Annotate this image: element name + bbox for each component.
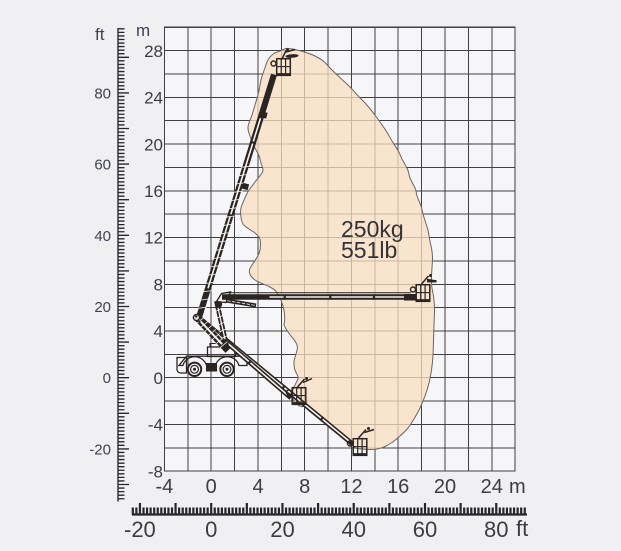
svg-text:ft: ft xyxy=(516,516,528,541)
svg-text:250kg: 250kg xyxy=(341,216,404,242)
svg-text:8: 8 xyxy=(154,276,163,295)
svg-text:80: 80 xyxy=(94,85,111,102)
svg-text:12: 12 xyxy=(340,476,362,498)
svg-text:28: 28 xyxy=(144,42,163,61)
svg-text:m: m xyxy=(136,21,150,40)
svg-text:80: 80 xyxy=(484,517,508,542)
svg-text:20: 20 xyxy=(434,476,456,498)
svg-text:-8: -8 xyxy=(148,462,163,481)
svg-text:4: 4 xyxy=(154,322,163,341)
svg-text:24: 24 xyxy=(144,89,163,108)
svg-text:-20: -20 xyxy=(124,517,156,542)
svg-text:16: 16 xyxy=(387,476,409,498)
svg-text:60: 60 xyxy=(94,157,111,174)
svg-text:8: 8 xyxy=(299,476,310,498)
svg-text:m: m xyxy=(509,476,526,498)
svg-text:20: 20 xyxy=(144,135,163,154)
svg-text:0: 0 xyxy=(103,370,111,387)
svg-text:20: 20 xyxy=(94,299,111,316)
svg-text:551lb: 551lb xyxy=(341,237,397,263)
svg-text:-20: -20 xyxy=(89,441,111,458)
svg-text:0: 0 xyxy=(154,369,163,388)
svg-text:12: 12 xyxy=(144,229,163,248)
svg-text:60: 60 xyxy=(413,517,437,542)
svg-text:0: 0 xyxy=(205,517,217,542)
svg-text:16: 16 xyxy=(144,182,163,201)
svg-text:20: 20 xyxy=(270,517,294,542)
svg-text:0: 0 xyxy=(206,476,217,498)
svg-text:40: 40 xyxy=(94,228,111,245)
svg-text:4: 4 xyxy=(252,476,263,498)
svg-text:-4: -4 xyxy=(148,416,163,435)
svg-text:24: 24 xyxy=(481,476,503,498)
svg-text:40: 40 xyxy=(341,517,365,542)
svg-text:-4: -4 xyxy=(156,476,174,498)
svg-text:ft: ft xyxy=(95,25,105,44)
